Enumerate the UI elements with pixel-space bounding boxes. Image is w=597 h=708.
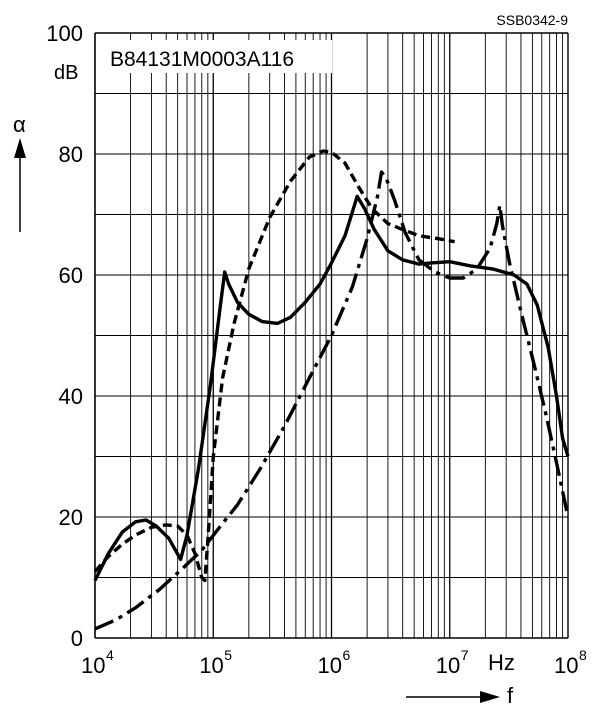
corner-label: SSB0342-9 (496, 12, 568, 28)
chart-grid (94, 32, 569, 639)
y-tick-label: 20 (59, 505, 83, 530)
x-axis-unit: Hz (488, 650, 515, 675)
y-axis-arrow (14, 138, 26, 232)
x-tick-label: 10 (318, 653, 342, 678)
series-curve-solid (93, 194, 570, 582)
y-tick-label: 40 (59, 384, 83, 409)
y-tick-label: 100 (46, 21, 83, 46)
chart-title: B84131M0003A116 (110, 48, 294, 71)
x-tick-exponent: 7 (461, 647, 469, 663)
y-axis-label: α (13, 112, 26, 137)
y-tick-label: 60 (59, 263, 83, 288)
x-axis-arrow (406, 691, 500, 703)
x-tick-label: 10 (554, 653, 578, 678)
x-axis-label: f (507, 683, 514, 708)
y-axis-unit: dB (54, 62, 78, 84)
x-tick-label: 10 (436, 653, 460, 678)
x-tick-label: 10 (199, 653, 223, 678)
x-tick-label: 10 (81, 653, 105, 678)
x-tick-exponent: 4 (106, 647, 114, 663)
x-tick-exponent: 6 (343, 647, 351, 663)
chart-curves (93, 149, 570, 631)
y-tick-label: 80 (59, 142, 83, 167)
x-unit-backdrop (468, 648, 528, 674)
y-tick-label: 0 (71, 626, 83, 651)
x-tick-exponent: 5 (224, 647, 232, 663)
title-backdrop (107, 40, 332, 73)
series-curve-dash-dot (94, 170, 570, 631)
series-curve-dashed (93, 149, 455, 583)
x-tick-exponent: 8 (579, 647, 587, 663)
